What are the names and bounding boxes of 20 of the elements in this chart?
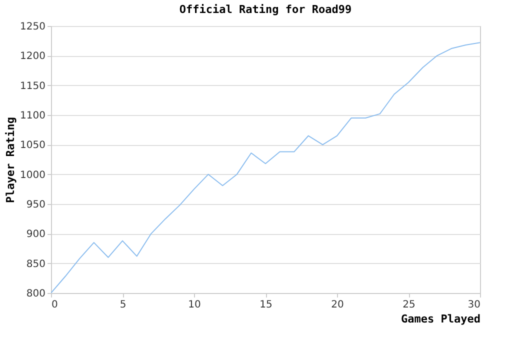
y-tick-label: 1200 <box>20 51 46 62</box>
y-tick-label: 800 <box>26 288 46 300</box>
x-tick-label: 5 <box>120 300 126 310</box>
y-tick-label: 1000 <box>20 170 46 181</box>
y-axis-title: Player Rating <box>4 116 18 204</box>
x-tick-label: 10 <box>188 300 201 310</box>
x-tick-label: 0 <box>52 300 58 310</box>
y-tick-label: 1100 <box>20 110 46 122</box>
y-tick-label: 950 <box>26 200 46 210</box>
y-tick-label: 900 <box>26 229 46 240</box>
y-tick-label: 1250 <box>20 22 46 32</box>
y-tick-label: 850 <box>26 258 46 270</box>
x-axis-title: Games Played <box>401 312 480 326</box>
x-tick-label: 15 <box>260 300 272 310</box>
chart-title: Official Rating for Road99 <box>179 3 352 16</box>
y-tick-label: 1050 <box>20 140 46 152</box>
x-tick-label: 30 <box>468 300 480 310</box>
y-tick-label: 1150 <box>20 80 46 92</box>
x-tick-label: 20 <box>331 300 344 310</box>
x-tick-label: 25 <box>402 300 416 310</box>
